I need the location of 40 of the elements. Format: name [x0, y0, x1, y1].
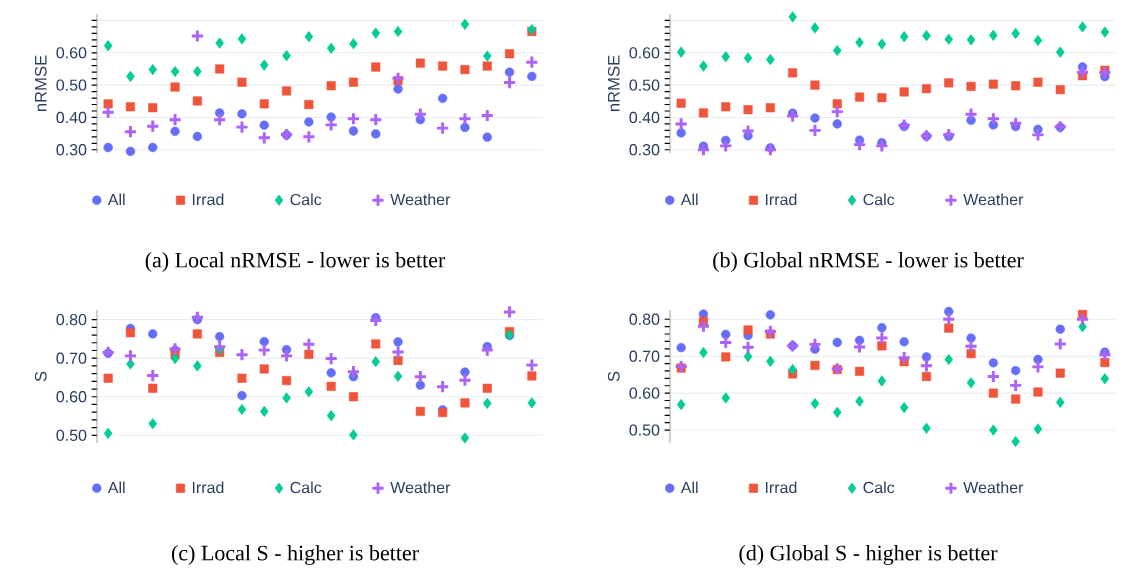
legend-label: Calc	[290, 193, 322, 206]
y-tick-label: 0.60	[56, 47, 87, 59]
y-tick-label: 0.50	[629, 424, 660, 436]
y-tick-label: 0.80	[56, 313, 87, 326]
y-tick-label: 0.40	[629, 111, 660, 124]
legend-label: Calc	[863, 481, 895, 494]
legend-label: Weather	[390, 481, 451, 494]
y-axis-title: nRMSE	[607, 55, 620, 112]
y-tick-label: 0.60	[629, 47, 660, 59]
y-tick-label: 0.60	[56, 391, 87, 403]
y-tick-label: 0.70	[629, 350, 660, 362]
y-axis-title: nRMSE	[34, 55, 47, 112]
legend-label: All	[107, 481, 125, 494]
legend-label: All	[680, 193, 698, 206]
text: (b) Global nRMSE - lower is better	[713, 252, 1024, 272]
legend-label: Weather	[390, 193, 451, 206]
y-tick-label: 0.80	[629, 313, 660, 325]
text: (d) Global S - higher is better	[739, 545, 998, 566]
y-tick-label: 0.50	[56, 429, 87, 441]
legend-label: All	[107, 193, 125, 206]
y-axis-title: S	[34, 371, 47, 382]
legend-label: Irrad	[192, 481, 224, 494]
legend-label: Weather	[963, 481, 1024, 494]
y-axis-title: S	[607, 371, 620, 382]
y-tick-label: 0.30	[629, 144, 660, 156]
y-tick-label: 0.70	[56, 352, 87, 364]
y-tick-label: 0.60	[629, 387, 660, 399]
legend-label: All	[680, 481, 698, 494]
y-tick-label: 0.50	[629, 79, 660, 91]
text: (c) Local S - higher is better	[171, 545, 419, 566]
legend-label: Irrad	[192, 193, 224, 206]
text: (a) Local nRMSE - lower is better	[145, 252, 446, 272]
y-tick-label: 0.50	[56, 79, 87, 91]
y-tick-label: 0.30	[56, 144, 87, 156]
legend-label: Weather	[963, 193, 1024, 206]
y-tick-label: 0.40	[56, 111, 87, 124]
legend-label: Irrad	[765, 193, 797, 206]
legend-label: Calc	[290, 481, 322, 494]
legend-label: Irrad	[765, 481, 797, 494]
legend-label: Calc	[863, 193, 895, 206]
